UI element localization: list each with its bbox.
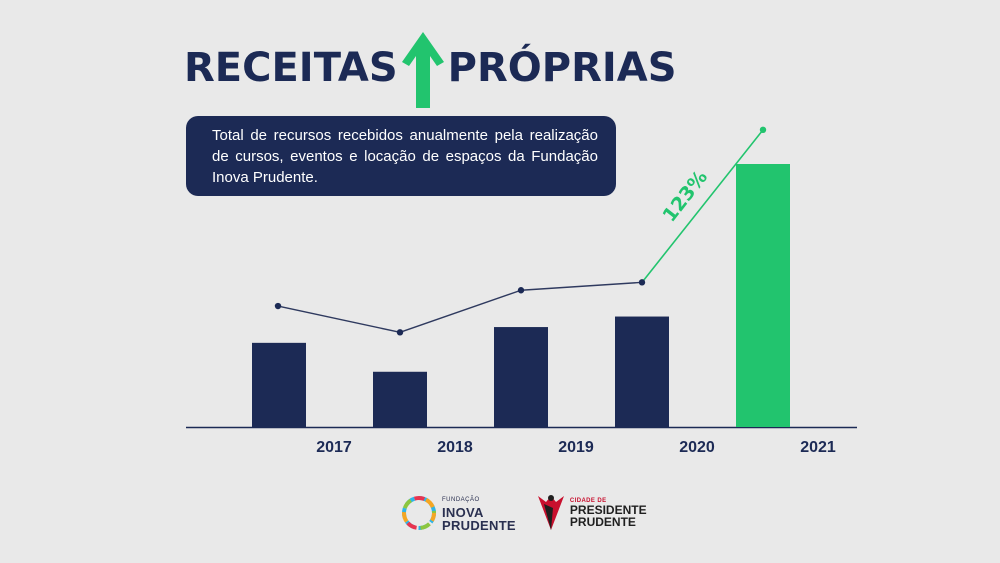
title-left: RECEITAS xyxy=(184,45,398,91)
logo-cidade-presidente-prudente: CIDADE DE PRESIDENTE PRUDENTE xyxy=(536,492,647,534)
trend-segment-2019-2020 xyxy=(520,281,643,291)
logo-fundacao-inova-prudente: FUNDAÇÃO INOVA PRUDENTE xyxy=(400,494,516,532)
inova-line2: PRUDENTE xyxy=(442,518,516,533)
bar-2017 xyxy=(252,342,306,427)
trend-segment-2017-2018 xyxy=(277,305,401,334)
description-box: Total de recursos recebidos anualmente p… xyxy=(186,116,616,196)
trend-point-2017 xyxy=(274,302,282,310)
x-tick-label-2020: 2020 xyxy=(679,439,715,456)
city-emblem-icon xyxy=(537,495,564,530)
x-tick-label-2018: 2018 xyxy=(437,439,473,456)
trend-point-2018 xyxy=(396,329,404,336)
city-small: CIDADE DE xyxy=(569,498,607,504)
city-line1: PRESIDENTE xyxy=(569,503,647,517)
bar-2019 xyxy=(494,327,548,427)
inova-small: FUNDAÇÃO xyxy=(442,497,480,503)
page-title: RECEITAS PRÓPRIAS xyxy=(184,28,677,108)
inova-ring-icon xyxy=(402,496,436,530)
inova-line1: INOVA xyxy=(442,505,484,520)
title-right: PRÓPRIAS xyxy=(447,45,677,91)
bar-2020 xyxy=(615,316,669,427)
description-text: Total de recursos recebidos anualmente p… xyxy=(212,127,598,186)
bar-2021 xyxy=(736,164,790,427)
trend-point-2019 xyxy=(517,287,525,294)
city-line2: PRUDENTE xyxy=(569,515,636,529)
growth-annotation: 123% xyxy=(659,166,712,226)
trend-point-2021 xyxy=(759,126,767,134)
x-tick-label-2021: 2021 xyxy=(800,439,836,456)
bar-2018 xyxy=(373,371,427,427)
footer-logos: FUNDAÇÃO INOVA PRUDENTE CIDADE DE PRESID… xyxy=(400,488,647,538)
trend-segment-2018-2019 xyxy=(399,289,522,333)
trend-segment-2020-2021 xyxy=(641,129,764,283)
x-tick-label-2017: 2017 xyxy=(316,439,352,456)
x-tick-label-2019: 2019 xyxy=(558,439,594,456)
up-arrow-icon xyxy=(401,32,444,108)
trend-point-2020 xyxy=(638,279,646,286)
